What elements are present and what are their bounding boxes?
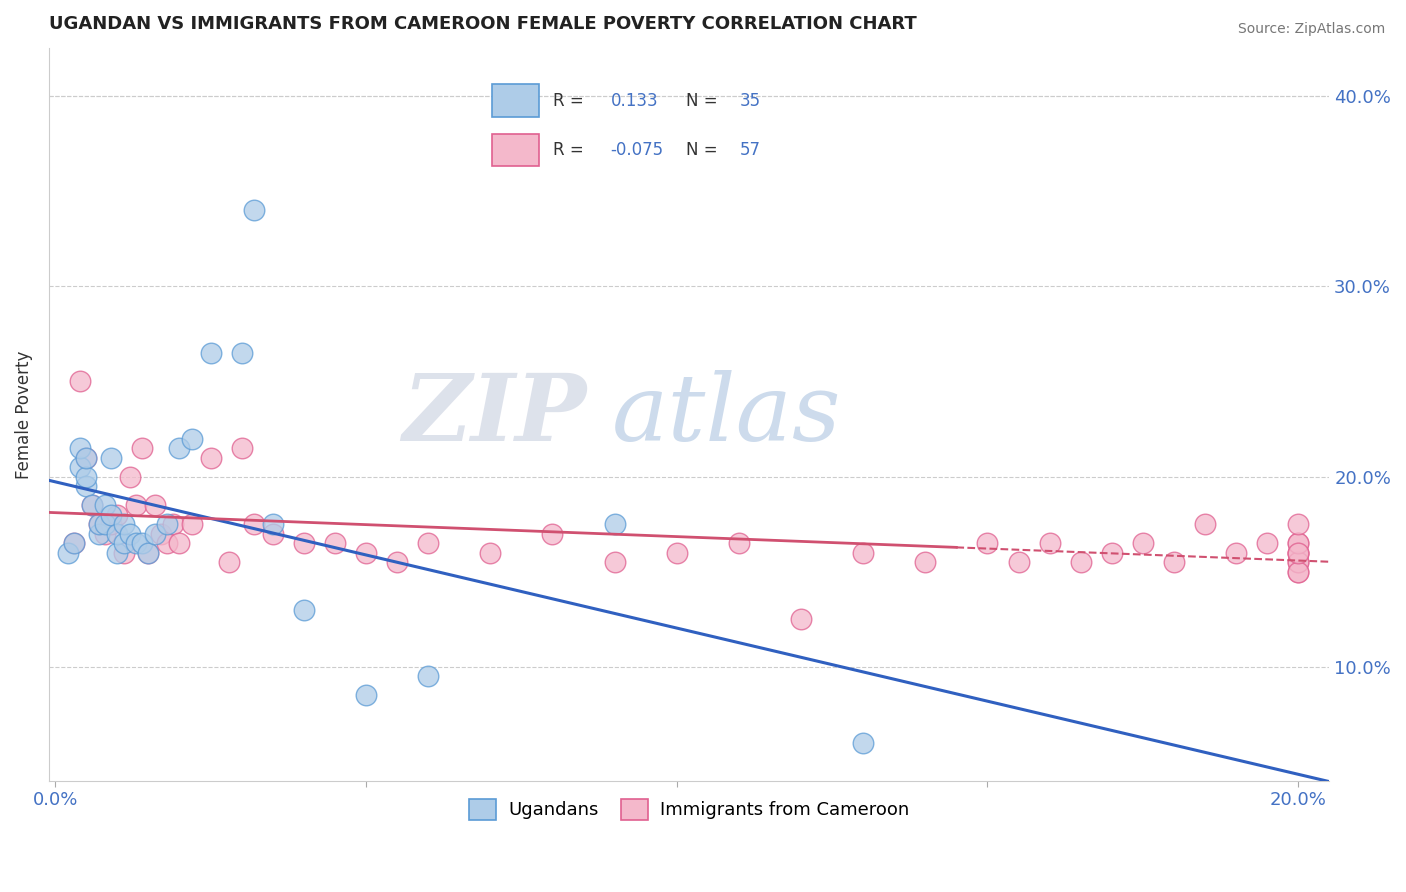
Point — [169, 536, 191, 550]
Point — [143, 526, 166, 541]
Point — [94, 498, 117, 512]
Text: atlas: atlas — [612, 369, 842, 459]
Point — [852, 736, 875, 750]
Point — [1286, 565, 1309, 579]
Point — [852, 546, 875, 560]
Point — [1163, 555, 1185, 569]
Text: Source: ZipAtlas.com: Source: ZipAtlas.com — [1237, 22, 1385, 37]
Point — [112, 536, 135, 550]
Point — [63, 536, 86, 550]
Point — [112, 517, 135, 532]
Point — [100, 508, 122, 522]
Point — [1286, 536, 1309, 550]
Point — [262, 517, 284, 532]
Point — [1286, 546, 1309, 560]
Point — [1070, 555, 1092, 569]
Point — [323, 536, 346, 550]
Point — [131, 536, 153, 550]
Point — [56, 546, 79, 560]
Point — [94, 517, 117, 532]
Point — [125, 498, 148, 512]
Point — [87, 526, 110, 541]
Point — [75, 450, 97, 465]
Point — [1286, 546, 1309, 560]
Text: UGANDAN VS IMMIGRANTS FROM CAMEROON FEMALE POVERTY CORRELATION CHART: UGANDAN VS IMMIGRANTS FROM CAMEROON FEMA… — [49, 15, 917, 33]
Point — [603, 517, 626, 532]
Point — [82, 498, 104, 512]
Point — [112, 546, 135, 560]
Y-axis label: Female Poverty: Female Poverty — [15, 351, 32, 479]
Point — [156, 517, 179, 532]
Point — [541, 526, 564, 541]
Point — [354, 689, 377, 703]
Point — [105, 546, 128, 560]
Point — [231, 441, 253, 455]
Point — [75, 450, 97, 465]
Point — [1101, 546, 1123, 560]
Point — [727, 536, 749, 550]
Point — [218, 555, 240, 569]
Point — [100, 517, 122, 532]
Point — [292, 603, 315, 617]
Point — [416, 669, 439, 683]
Point — [149, 526, 172, 541]
Point — [1286, 517, 1309, 532]
Point — [105, 526, 128, 541]
Point — [665, 546, 688, 560]
Point — [162, 517, 184, 532]
Point — [976, 536, 998, 550]
Point — [143, 498, 166, 512]
Point — [603, 555, 626, 569]
Legend: Ugandans, Immigrants from Cameroon: Ugandans, Immigrants from Cameroon — [461, 791, 917, 827]
Point — [1286, 555, 1309, 569]
Point — [243, 203, 266, 218]
Point — [180, 432, 202, 446]
Point — [1256, 536, 1278, 550]
Point — [100, 450, 122, 465]
Text: ZIP: ZIP — [402, 369, 586, 459]
Point — [385, 555, 408, 569]
Point — [105, 508, 128, 522]
Point — [118, 469, 141, 483]
Point — [69, 375, 91, 389]
Point — [200, 450, 222, 465]
Point — [914, 555, 936, 569]
Point — [87, 517, 110, 532]
Point — [1286, 536, 1309, 550]
Point — [75, 479, 97, 493]
Point — [118, 526, 141, 541]
Point — [354, 546, 377, 560]
Point — [138, 546, 160, 560]
Point — [138, 546, 160, 560]
Point — [180, 517, 202, 532]
Point — [790, 612, 813, 626]
Point — [63, 536, 86, 550]
Point — [262, 526, 284, 541]
Point — [200, 346, 222, 360]
Point — [69, 441, 91, 455]
Point — [82, 498, 104, 512]
Point — [1286, 546, 1309, 560]
Point — [75, 469, 97, 483]
Point — [131, 441, 153, 455]
Point — [1286, 565, 1309, 579]
Point — [1039, 536, 1062, 550]
Point — [1132, 536, 1154, 550]
Point — [243, 517, 266, 532]
Point — [1194, 517, 1216, 532]
Point — [292, 536, 315, 550]
Point — [416, 536, 439, 550]
Point — [1225, 546, 1247, 560]
Point — [1286, 555, 1309, 569]
Point — [69, 460, 91, 475]
Point — [1007, 555, 1029, 569]
Point — [231, 346, 253, 360]
Point — [125, 536, 148, 550]
Point — [94, 526, 117, 541]
Point — [169, 441, 191, 455]
Point — [87, 517, 110, 532]
Point — [479, 546, 502, 560]
Point — [156, 536, 179, 550]
